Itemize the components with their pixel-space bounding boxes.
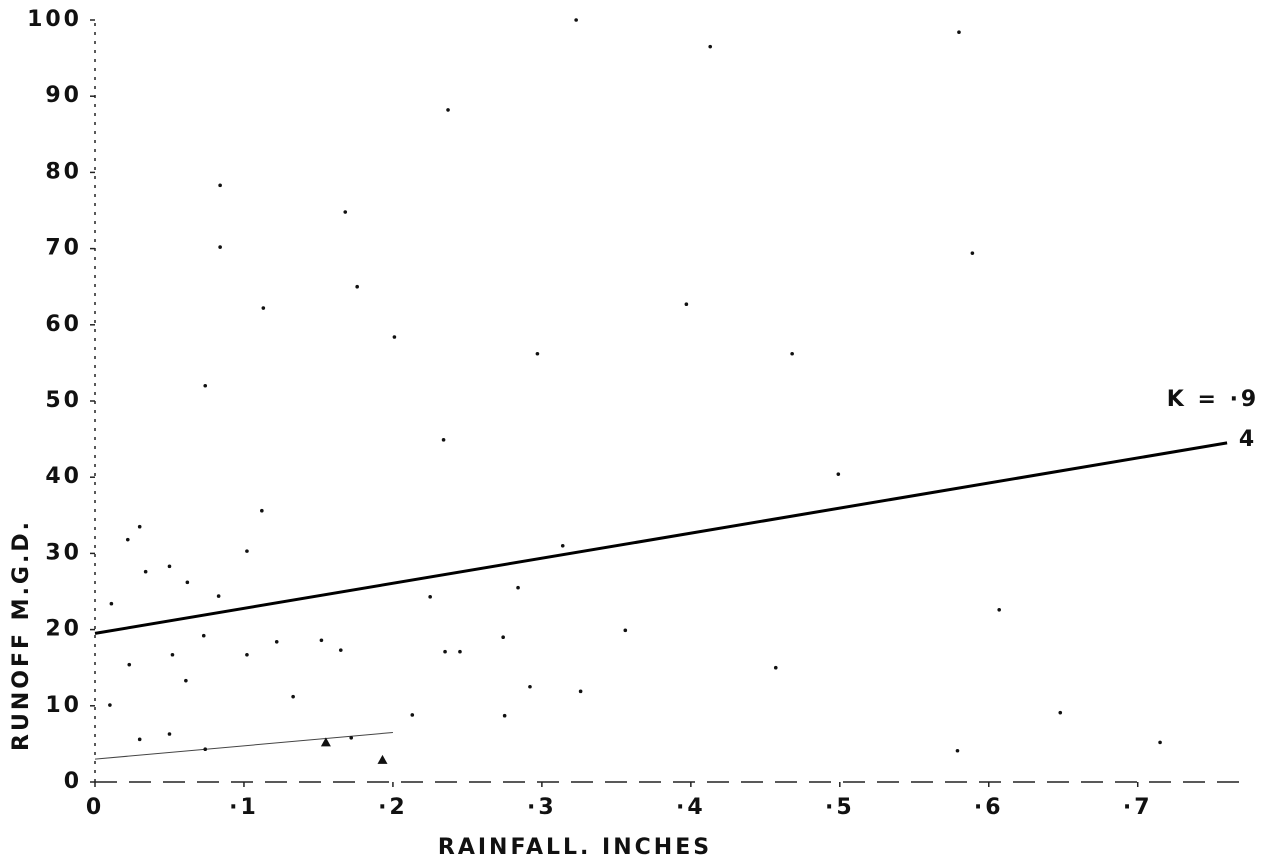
y-tick-label: 100 bbox=[27, 7, 82, 32]
point bbox=[1158, 740, 1162, 745]
x-tick-label: ·1 bbox=[229, 795, 259, 820]
point bbox=[955, 748, 960, 753]
point bbox=[392, 335, 397, 339]
annotation: K = ·9 bbox=[1167, 387, 1259, 412]
point bbox=[443, 649, 447, 654]
point bbox=[349, 736, 354, 740]
point bbox=[245, 652, 249, 657]
point bbox=[184, 678, 188, 683]
point bbox=[170, 652, 175, 657]
y-tick-label: 90 bbox=[45, 83, 82, 108]
point bbox=[338, 648, 343, 652]
point bbox=[458, 649, 462, 654]
y-tick-label: 60 bbox=[45, 312, 82, 337]
y-tick-label: 30 bbox=[45, 540, 82, 565]
point bbox=[291, 694, 295, 699]
y-tick-label: 50 bbox=[45, 388, 82, 413]
annotation: 4 bbox=[1239, 427, 1257, 452]
y-axis-label: RUNOFF M.G.D. bbox=[9, 519, 34, 751]
point bbox=[410, 713, 415, 717]
x-axis-label: RAINFALL. INCHES bbox=[438, 835, 712, 860]
point bbox=[377, 754, 388, 764]
y-tick-label: 80 bbox=[45, 159, 82, 184]
y-tick-label: 20 bbox=[45, 617, 82, 642]
x-tick-label: ·2 bbox=[378, 795, 408, 820]
x-tick-label: 0 bbox=[86, 795, 104, 820]
point bbox=[516, 585, 520, 590]
point bbox=[684, 302, 689, 307]
y-tick-label: 70 bbox=[45, 236, 82, 261]
point bbox=[446, 108, 450, 112]
point bbox=[143, 569, 148, 574]
x-tick-label: ·6 bbox=[974, 795, 1004, 820]
point bbox=[535, 351, 540, 356]
point bbox=[790, 351, 794, 356]
point bbox=[274, 639, 279, 644]
point bbox=[137, 737, 142, 742]
y-tick-label: 40 bbox=[45, 464, 82, 489]
point bbox=[502, 713, 507, 718]
point bbox=[574, 18, 578, 22]
point bbox=[125, 537, 130, 542]
y-tick-label: 0 bbox=[64, 769, 82, 794]
point bbox=[1058, 710, 1063, 715]
point bbox=[185, 580, 190, 585]
x-tick-label: ·5 bbox=[825, 795, 855, 820]
point bbox=[708, 44, 713, 49]
point bbox=[108, 703, 112, 707]
point bbox=[528, 684, 532, 689]
point bbox=[428, 595, 432, 599]
point bbox=[773, 665, 778, 670]
point bbox=[167, 564, 172, 569]
point bbox=[560, 543, 565, 548]
point bbox=[216, 594, 221, 598]
point bbox=[320, 737, 331, 747]
point bbox=[970, 251, 975, 255]
point bbox=[957, 30, 961, 34]
point bbox=[127, 662, 132, 667]
y-tick-label: 10 bbox=[45, 693, 82, 718]
point bbox=[319, 638, 324, 643]
trend-line bbox=[94, 441, 1228, 635]
point bbox=[623, 628, 628, 633]
point bbox=[203, 747, 208, 752]
point bbox=[203, 383, 208, 388]
point bbox=[260, 508, 264, 513]
point bbox=[343, 210, 348, 214]
point bbox=[355, 284, 359, 289]
point bbox=[578, 689, 583, 694]
point bbox=[501, 635, 505, 640]
point bbox=[218, 183, 222, 188]
point bbox=[109, 601, 114, 606]
x-tick-label: ·7 bbox=[1123, 795, 1153, 820]
point bbox=[836, 472, 841, 476]
point bbox=[997, 607, 1001, 612]
x-tick-label: ·3 bbox=[527, 795, 557, 820]
point bbox=[441, 438, 446, 442]
point bbox=[167, 732, 172, 736]
point bbox=[218, 245, 222, 249]
point bbox=[261, 306, 266, 310]
point bbox=[245, 549, 249, 553]
point bbox=[201, 633, 206, 638]
trend-line bbox=[94, 731, 393, 760]
point bbox=[137, 524, 142, 529]
x-tick-label: ·4 bbox=[676, 795, 706, 820]
